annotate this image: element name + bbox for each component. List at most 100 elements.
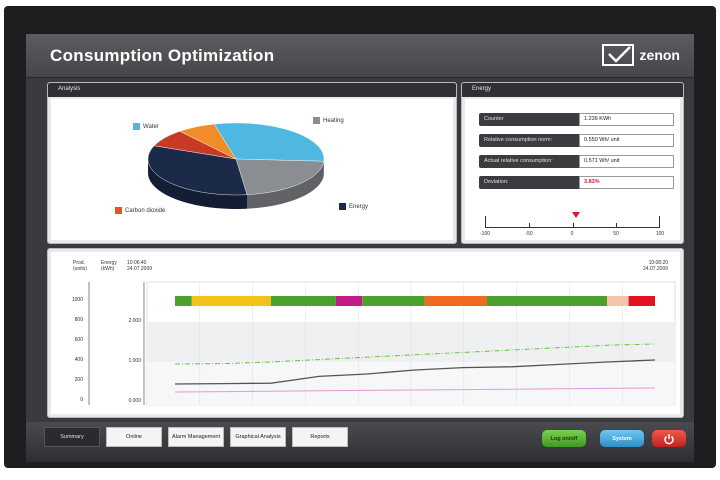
energy-axis-title-line: (kWh) <box>101 266 115 272</box>
monitor-frame: Consumption Optimization zenon Analysis … <box>4 6 716 468</box>
series-line <box>174 359 656 385</box>
pie-slice-energy <box>147 145 248 196</box>
zenon-logo: zenon <box>601 44 680 66</box>
prod-tick: 600 <box>74 337 83 343</box>
counter-label: Counter <box>479 113 579 126</box>
scale-tick <box>572 223 574 227</box>
nav-graphical-analysis-button[interactable]: Graphical Analysis <box>230 427 286 447</box>
prod-axis-title-line: Prod. <box>73 260 85 266</box>
prod-axis-title: Prod. (units) <box>73 260 87 272</box>
legend-swatch <box>339 203 346 210</box>
start-time: 10:06:40 <box>127 260 147 266</box>
power-button[interactable] <box>652 430 686 447</box>
counter-value: 1.236 KWh <box>579 113 674 126</box>
end-timestamp: 10:08:20 24.07.2009 <box>643 260 668 272</box>
system-button[interactable]: System <box>600 430 644 447</box>
pie-slice-side <box>148 157 248 209</box>
energy-axis-title-line: Energy <box>101 260 117 266</box>
legend-label: Energy <box>349 203 369 210</box>
legend-heating: Heating <box>313 117 344 124</box>
relative-norm-label: Relative consumption norm: <box>479 134 579 147</box>
prod-tick: 400 <box>74 357 83 363</box>
series-line <box>174 343 656 365</box>
scale-label: -50 <box>525 231 533 237</box>
bottom-nav-bar: Summary Online Alarm Management Graphica… <box>26 422 694 462</box>
nav-summary-button[interactable]: Summary <box>44 427 100 447</box>
energy-tick: 2.000 <box>128 318 141 324</box>
nav-alarm-management-button[interactable]: Alarm Management <box>168 427 224 447</box>
deviation-label: Deviation: <box>479 176 579 189</box>
logo-text: zenon <box>639 47 680 63</box>
series-line <box>174 387 656 393</box>
energy-tick: 1.000 <box>128 358 141 364</box>
status-segment <box>424 296 487 306</box>
legend-swatch <box>313 117 320 124</box>
pie-slice-heating <box>235 158 325 195</box>
legend-water: Water <box>133 123 159 130</box>
pie-slice-side <box>247 161 324 209</box>
legend-label: Carbon dioxide <box>125 207 166 214</box>
status-segment <box>271 296 336 306</box>
app-title: Consumption Optimization <box>50 46 275 65</box>
pie-slice-water <box>213 122 325 162</box>
checkmark-icon <box>601 44 634 66</box>
power-icon <box>664 433 674 444</box>
pie-slice-orange-segment <box>179 123 237 160</box>
trend-body: Prod. (units) Energy (kWh) 10:06:40 24.0… <box>51 252 680 414</box>
end-time: 10:08:20 <box>648 260 669 266</box>
status-segment <box>362 296 425 306</box>
status-segment <box>487 296 607 306</box>
actual-relative-label: Actual relative consumption: <box>479 155 579 168</box>
deviation-value: 3.83% <box>579 176 674 189</box>
trend-panel: Prod. (units) Energy (kWh) 10:06:40 24.0… <box>47 248 684 418</box>
scale-tick <box>529 223 531 227</box>
status-segment <box>191 296 271 306</box>
scale-tick <box>615 223 617 227</box>
legend-label: Heating <box>323 117 344 124</box>
scale-label: -100 <box>479 231 491 237</box>
energy-axis-title: Energy (kWh) <box>101 260 117 272</box>
actual-relative-row: Actual relative consumption: 0.571 Wh/ u… <box>479 155 674 168</box>
analysis-panel: Analysis Water Heating Carbon dioxide <box>47 82 457 244</box>
analysis-title: Analysis <box>48 83 456 97</box>
prod-tick: 800 <box>74 317 83 323</box>
legend-energy: Energy <box>339 203 368 210</box>
actual-relative-value: 0.571 Wh/ unit <box>579 155 674 168</box>
legend-swatch <box>115 207 122 214</box>
prod-tick: 0 <box>80 397 83 403</box>
end-date: 24.07.2009 <box>643 266 669 272</box>
deviation-row: Deviation: 3.83% <box>479 176 674 189</box>
prod-axis-title-line: (units) <box>73 266 87 272</box>
deviation-pointer <box>571 212 580 218</box>
counter-row: Counter 1.236 KWh <box>479 113 674 126</box>
trend-chart <box>88 281 676 406</box>
status-segment <box>175 296 192 306</box>
status-segment <box>607 296 629 306</box>
relative-norm-row: Relative consumption norm: 0.550 Wh/ uni… <box>479 134 674 147</box>
prod-tick: 1000 <box>71 297 83 303</box>
deviation-scale <box>485 216 660 228</box>
energy-panel: Energy Counter 1.236 KWh Relative consum… <box>461 82 684 244</box>
status-segment <box>628 296 655 306</box>
log-on-off-button[interactable]: Log on/off <box>542 430 586 447</box>
legend-label: Water <box>143 123 159 130</box>
nav-reports-button[interactable]: Reports <box>292 427 348 447</box>
scale-label: 50 <box>613 231 619 237</box>
scale-label: 100 <box>655 231 665 237</box>
energy-title: Energy <box>462 83 683 97</box>
status-segment <box>335 296 363 306</box>
energy-body: Counter 1.236 KWh Relative consumption n… <box>465 99 680 240</box>
app-header: Consumption Optimization zenon <box>26 34 694 78</box>
start-date: 24.07.2009 <box>127 266 153 272</box>
pie-chart <box>147 122 325 209</box>
analysis-body: Water Heating Carbon dioxide Energy <box>51 99 453 240</box>
start-timestamp: 10:06:40 24.07.2009 <box>127 260 152 272</box>
energy-tick: 0.000 <box>128 398 141 404</box>
nav-online-button[interactable]: Online <box>106 427 162 447</box>
relative-norm-value: 0.550 Wh/ unit <box>579 134 674 147</box>
legend-carbon-dioxide: Carbon dioxide <box>115 207 165 214</box>
prod-tick: 200 <box>74 377 83 383</box>
legend-swatch <box>133 123 140 130</box>
app-screen: Consumption Optimization zenon Analysis … <box>26 34 694 462</box>
scale-label: 0 <box>570 231 574 237</box>
